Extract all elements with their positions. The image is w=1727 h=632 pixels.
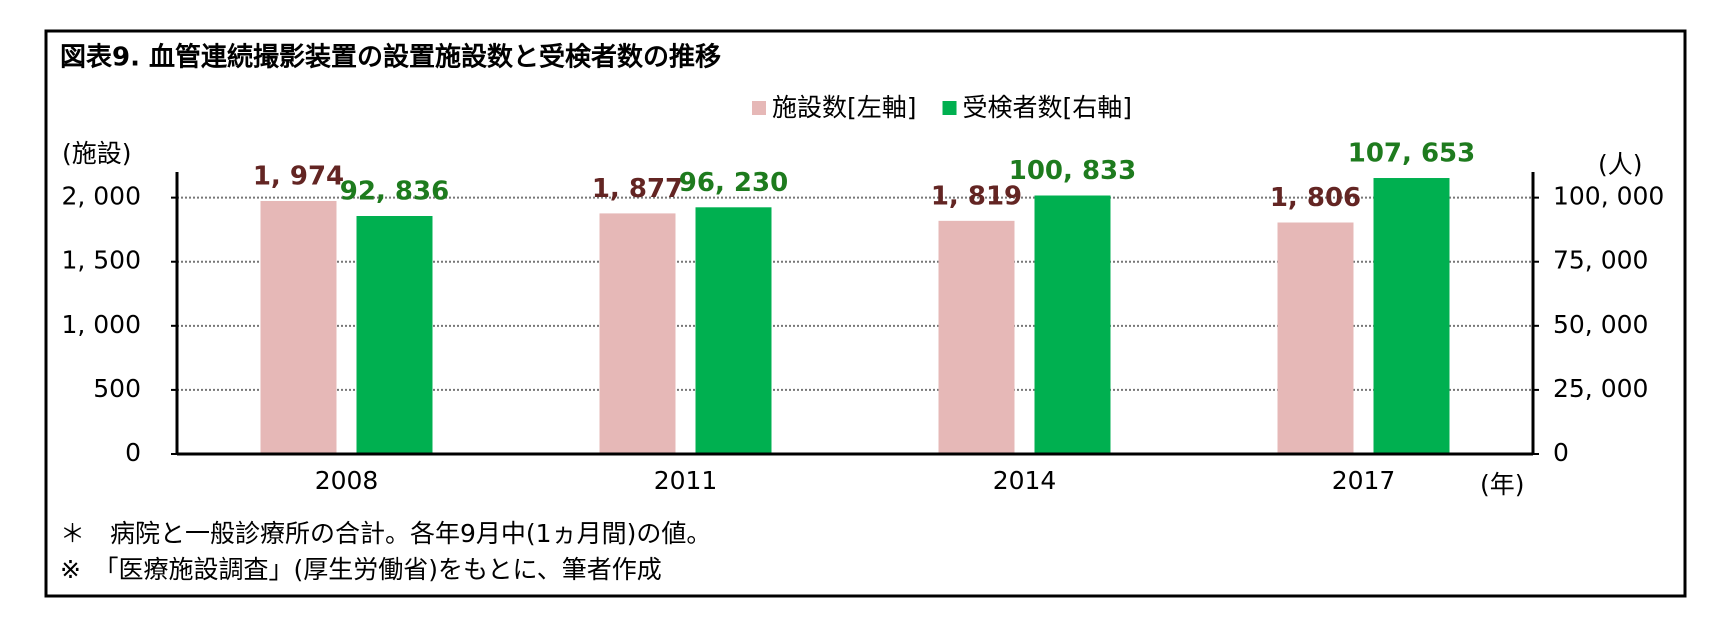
bar — [1373, 178, 1450, 455]
data-label: 100, 833 — [1009, 156, 1136, 186]
y2ticks-label: 100, 000 — [1553, 182, 1664, 211]
x-tick-label: 2014 — [993, 466, 1057, 495]
data-label: 1, 819 — [931, 181, 1022, 211]
yticks-label: 1, 000 — [61, 310, 141, 339]
y2ticks-label: 25, 000 — [1553, 374, 1648, 403]
data-label: 1, 806 — [1270, 183, 1361, 213]
x-tick-label: 2008 — [315, 466, 379, 495]
y2-axis-title: (人) — [1598, 150, 1643, 179]
y2ticks-label: 50, 000 — [1553, 310, 1648, 339]
bar — [1277, 222, 1354, 454]
y2ticks-label: 75, 000 — [1553, 246, 1648, 275]
chart-title: 図表9. 血管連続撮影装置の設置施設数と受検者数の推移 — [60, 42, 721, 73]
legend-label: 受検者数[右軸] — [963, 93, 1133, 122]
yticks-label: 0 — [125, 438, 141, 467]
bar — [599, 213, 676, 454]
data-label: 1, 877 — [592, 174, 683, 204]
data-label: 1, 974 — [253, 161, 344, 191]
legend-swatch — [942, 101, 957, 115]
data-label: 96, 230 — [679, 168, 788, 198]
bar — [938, 220, 1015, 454]
legend-swatch — [752, 101, 766, 115]
legend-label: 施設数[左軸] — [772, 93, 917, 122]
note: ※ 「医療施設調査」(厚生労働省)をもとに、筆者作成 — [60, 555, 662, 584]
yticks-label: 500 — [93, 374, 141, 403]
x-axis-title: (年) — [1480, 470, 1525, 499]
x-tick-label: 2017 — [1332, 466, 1396, 495]
y-axis-title: (施設) — [62, 139, 132, 168]
data-label: 92, 836 — [340, 177, 449, 207]
bar — [1034, 195, 1111, 454]
x-tick-label: 2011 — [654, 466, 718, 495]
yticks-label: 1, 500 — [61, 246, 141, 275]
note: ＊ 病院と一般診療所の合計。各年9月中(1ヵ月間)の値。 — [60, 519, 711, 548]
data-label: 107, 653 — [1348, 139, 1475, 169]
y2ticks-label: 0 — [1553, 438, 1569, 467]
yticks-label: 2, 000 — [61, 182, 141, 211]
bar — [356, 216, 433, 454]
bar — [260, 200, 337, 454]
bar — [695, 207, 772, 454]
